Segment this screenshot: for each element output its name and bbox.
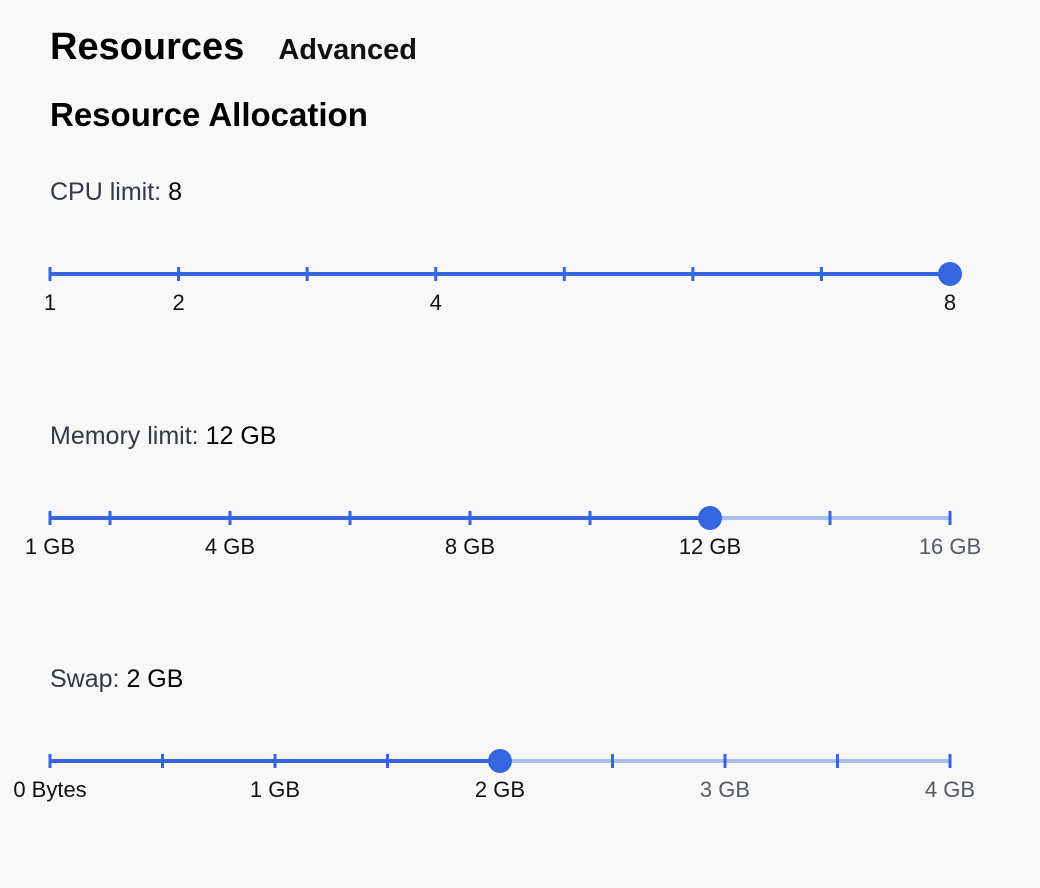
cpu-limit-slider[interactable]: 1 2 4 8 xyxy=(0,254,1040,324)
settings-tabs: Resources Advanced xyxy=(50,26,417,69)
swap-slider[interactable]: 0 Bytes 1 GB 2 GB 3 GB 4 GB xyxy=(0,741,1040,811)
memory-slider-thumb[interactable] xyxy=(698,506,722,530)
cpu-tick-label: 8 xyxy=(943,290,957,315)
cpu-limit-value: 8 xyxy=(168,178,182,206)
swap-tick-labels: 0 Bytes 1 GB 2 GB 3 GB 4 GB xyxy=(0,777,1040,807)
memory-limit-value: 12 GB xyxy=(205,422,277,450)
cpu-limit-tick-labels: 1 2 4 8 xyxy=(0,290,1040,320)
swap-track[interactable] xyxy=(0,741,1040,781)
memory-tick-label: 4 GB xyxy=(204,534,256,559)
swap-label: Swap: 2 GB xyxy=(50,665,183,694)
memory-limit-label: Memory limit: 12 GB xyxy=(50,422,276,451)
memory-tick-label: 16 GB xyxy=(918,534,982,559)
swap-label-text: Swap: xyxy=(50,665,120,693)
swap-tick-label: 0 Bytes xyxy=(13,777,87,802)
cpu-slider-thumb[interactable] xyxy=(938,262,962,286)
cpu-limit-label-text: CPU limit: xyxy=(50,178,162,206)
section-title: Resource Allocation xyxy=(50,96,368,133)
swap-value: 2 GB xyxy=(126,665,184,693)
swap-tick-label: 2 GB xyxy=(474,777,526,802)
swap-tick-label: 1 GB xyxy=(249,777,301,802)
tab-resources[interactable]: Resources xyxy=(50,26,245,68)
cpu-tick-label: 4 xyxy=(429,290,442,315)
tab-advanced[interactable]: Advanced xyxy=(278,34,417,66)
memory-tick-label: 8 GB xyxy=(444,534,496,559)
cpu-tick-label: 2 xyxy=(172,290,185,315)
memory-limit-label-text: Memory limit: xyxy=(50,422,199,450)
cpu-limit-label: CPU limit: 8 xyxy=(50,178,182,207)
memory-limit-slider[interactable]: 1 GB 4 GB 8 GB 12 GB 16 GB xyxy=(0,498,1040,568)
swap-tick-label: 4 GB xyxy=(924,777,976,802)
memory-tick-label: 1 GB xyxy=(24,534,76,559)
memory-tick-label: 12 GB xyxy=(678,534,742,559)
cpu-limit-track[interactable] xyxy=(0,254,1040,294)
memory-limit-tick-labels: 1 GB 4 GB 8 GB 12 GB 16 GB xyxy=(0,534,1040,564)
swap-tick-label: 3 GB xyxy=(699,777,751,802)
swap-slider-thumb[interactable] xyxy=(488,749,512,773)
memory-limit-track[interactable] xyxy=(0,498,1040,538)
cpu-tick-label: 1 xyxy=(43,290,57,315)
